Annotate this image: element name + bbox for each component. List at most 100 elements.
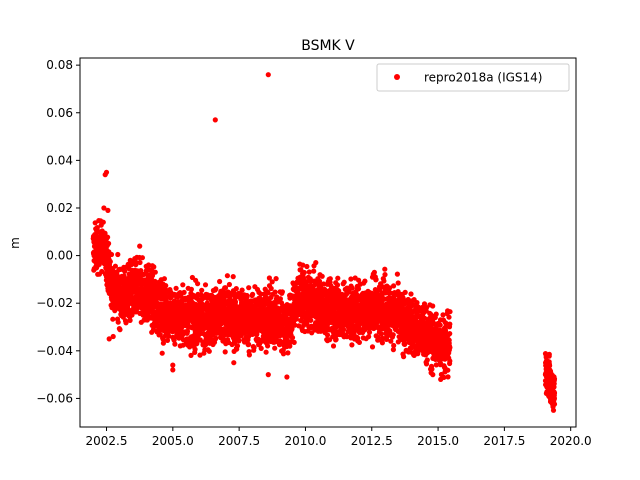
- data-point: [437, 322, 443, 328]
- data-point: [195, 281, 201, 287]
- legend-label: repro2018a (IGS14): [424, 71, 542, 85]
- chart-title: BSMK V: [301, 38, 355, 54]
- data-point: [366, 334, 372, 340]
- data-point: [246, 341, 252, 347]
- data-point: [197, 352, 203, 358]
- data-point: [230, 274, 236, 280]
- data-point: [159, 350, 165, 356]
- data-point: [378, 331, 384, 337]
- data-point: [292, 322, 298, 328]
- data-point: [546, 359, 552, 365]
- data-point: [388, 338, 394, 344]
- data-point: [266, 275, 272, 281]
- data-point: [269, 279, 275, 285]
- data-point: [447, 344, 453, 351]
- data-point: [110, 333, 116, 340]
- data-point: [334, 282, 341, 288]
- data-point: [433, 311, 439, 317]
- y-tick-label: 0.02: [46, 201, 73, 215]
- data-point: [304, 263, 310, 270]
- data-point: [544, 366, 550, 372]
- x-tick-label: 2002.5: [86, 434, 128, 448]
- x-axis: 2002.5 2005.0 2007.5 2010.0 2012.5 2015.0 2017…: [86, 427, 592, 448]
- data-point: [184, 328, 191, 334]
- data-point: [110, 316, 116, 322]
- data-point: [423, 361, 430, 367]
- data-point: [103, 169, 110, 175]
- data-point: [445, 374, 451, 380]
- data-point: [394, 271, 400, 277]
- data-point: [117, 327, 123, 333]
- data-point: [375, 334, 381, 340]
- data-point: [447, 309, 453, 315]
- y-tick-label: −0.06: [36, 391, 73, 405]
- data-point: [160, 336, 166, 342]
- data-point: [246, 352, 252, 358]
- data-point: [173, 285, 179, 291]
- data-point: [379, 340, 385, 346]
- data-point: [414, 300, 420, 306]
- data-point: [272, 289, 278, 295]
- data-point: [123, 320, 129, 326]
- data-point: [151, 264, 157, 270]
- data-point: [380, 335, 386, 341]
- y-tick-label: 0.00: [46, 249, 73, 263]
- data-point: [550, 407, 557, 413]
- data-point: [233, 286, 239, 292]
- data-point: [277, 296, 283, 302]
- data-point: [268, 285, 274, 292]
- data-point: [244, 294, 250, 300]
- data-point: [137, 243, 143, 249]
- data-point: [550, 376, 556, 382]
- data-point: [265, 343, 271, 349]
- data-point: [324, 332, 331, 338]
- data-point: [180, 282, 186, 288]
- data-point: [401, 354, 407, 360]
- data-point: [105, 234, 111, 240]
- x-tick-label: 2010.0: [284, 434, 326, 448]
- data-point: [226, 281, 232, 288]
- data-point: [166, 333, 172, 339]
- data-point: [265, 290, 271, 296]
- data-point: [133, 259, 139, 265]
- x-tick-label: 2017.5: [483, 434, 525, 448]
- data-point: [330, 343, 337, 349]
- y-axis-label: m: [8, 237, 22, 249]
- data-point: [336, 288, 342, 294]
- data-point: [371, 269, 377, 275]
- data-point: [341, 279, 347, 285]
- data-point: [543, 352, 549, 359]
- data-point: [163, 283, 169, 289]
- data-point: [369, 344, 376, 350]
- data-point: [429, 366, 435, 372]
- data-point: [430, 303, 436, 309]
- data-point: [382, 266, 388, 272]
- data-point: [162, 286, 168, 292]
- data-point: [349, 285, 355, 291]
- data-point: [447, 331, 453, 337]
- x-tick-label: 2015.0: [417, 434, 459, 448]
- data-point: [355, 286, 362, 292]
- data-point: [447, 358, 453, 364]
- data-point: [181, 289, 187, 295]
- data-point: [291, 339, 297, 345]
- data-point: [297, 267, 303, 273]
- data-point: [139, 255, 145, 261]
- data-point: [408, 291, 414, 297]
- data-point: [172, 341, 178, 347]
- data-point: [362, 278, 368, 284]
- data-point: [213, 286, 219, 292]
- data-point: [161, 276, 167, 282]
- data-point: [445, 367, 451, 373]
- data-point: [221, 336, 227, 343]
- data-point: [327, 276, 333, 282]
- data-point: [395, 280, 401, 286]
- data-point: [284, 374, 290, 380]
- data-point: [356, 277, 362, 283]
- data-point: [122, 268, 128, 274]
- data-point: [112, 263, 118, 269]
- legend[interactable]: repro2018a (IGS14): [376, 63, 570, 92]
- data-point: [258, 345, 264, 351]
- data-point: [308, 317, 314, 323]
